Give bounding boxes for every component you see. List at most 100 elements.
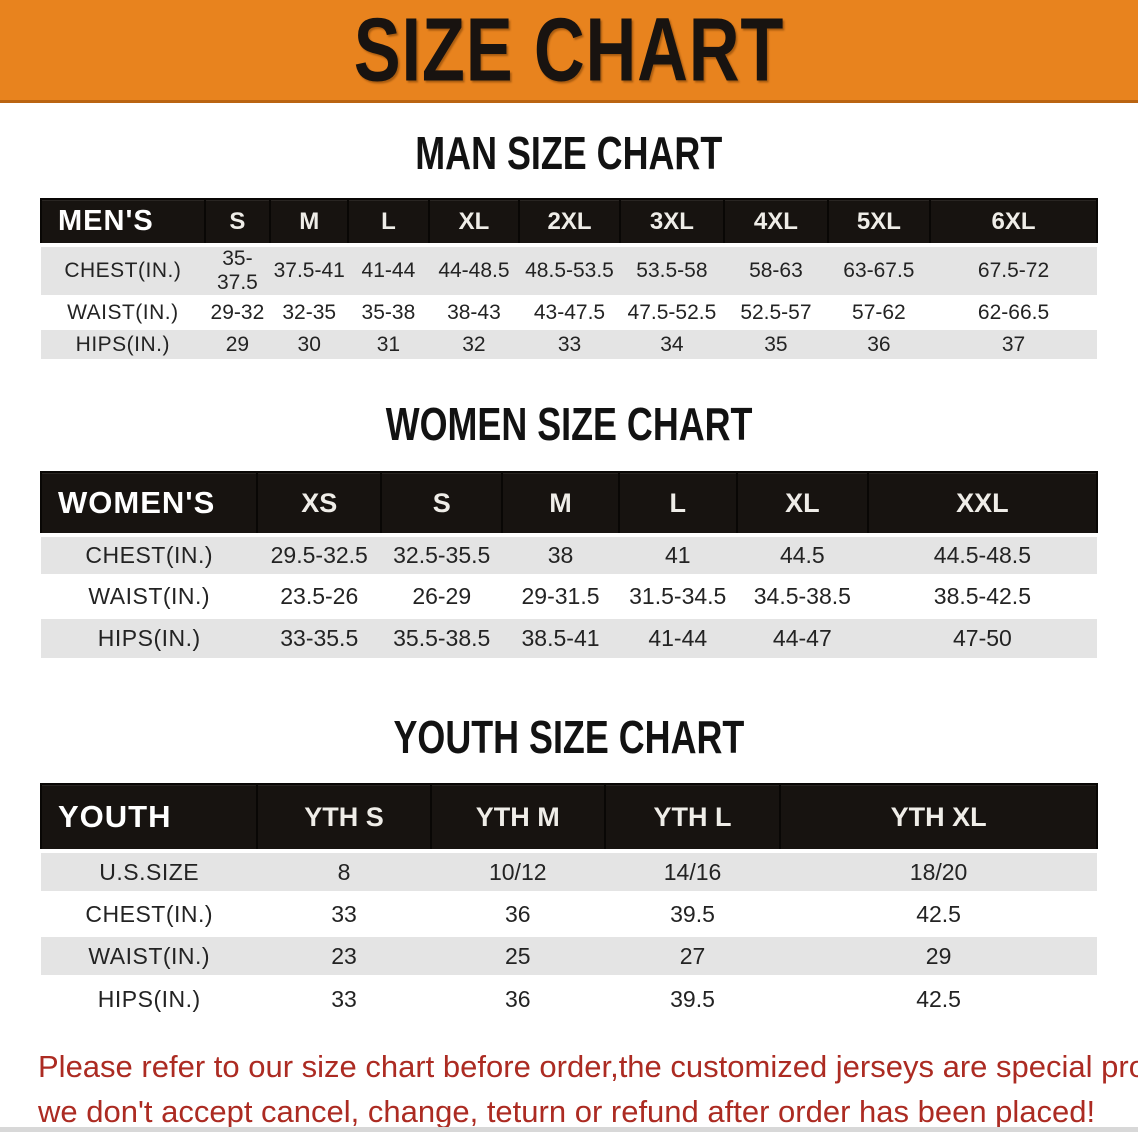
- table-cell: 38: [502, 533, 619, 576]
- mens-size-col: M: [269, 198, 350, 246]
- table-cell: 37: [930, 326, 1097, 359]
- mens-size-table: MEN'S S M L XL 2XL 3XL 4XL 5XL 6XL CHEST…: [40, 198, 1098, 359]
- table-cell: 52.5-57: [724, 295, 828, 328]
- row-label: HIPS(IN.): [41, 326, 205, 359]
- mens-size-col: 2XL: [518, 198, 621, 246]
- womens-size-col: XS: [256, 471, 383, 536]
- table-cell: 25: [430, 933, 605, 977]
- table-cell: 63-67.5: [827, 243, 931, 297]
- table-cell: 47-50: [867, 615, 1097, 658]
- youth-header-label: YOUTH: [39, 783, 259, 852]
- row-label: HIPS(IN.): [41, 615, 258, 658]
- table-cell: 23.5-26: [257, 574, 382, 617]
- table-cell: 8: [257, 849, 431, 893]
- table-cell: 42.5: [780, 891, 1097, 935]
- table-cell: 35-38: [348, 295, 429, 328]
- disclaimer-line-2: we don't accept cancel, change, teturn o…: [38, 1093, 1096, 1129]
- table-cell: 39.5: [604, 975, 781, 1019]
- row-label: WAIST(IN.): [41, 295, 205, 328]
- mens-size-col: 5XL: [826, 198, 932, 246]
- size-chart-banner: SIZE CHART: [0, 0, 1138, 103]
- womens-size-col: XL: [735, 471, 869, 536]
- mens-header-label: MEN'S: [40, 198, 206, 246]
- mens-size-col: 3XL: [618, 198, 726, 246]
- table-cell: 29-32: [204, 295, 271, 328]
- youth-size-col: YTH M: [429, 783, 606, 852]
- table-cell: 34.5-38.5: [736, 574, 868, 617]
- table-cell: 57-62: [827, 295, 931, 328]
- women-section-heading: WOMEN SIZE CHART: [0, 401, 1138, 447]
- table-cell: 36: [430, 891, 605, 935]
- youth-section-heading-text: YOUTH SIZE CHART: [393, 711, 745, 763]
- bottom-edge-strip: [0, 1127, 1138, 1132]
- women-section-heading-text: WOMEN SIZE CHART: [385, 398, 753, 450]
- womens-size-table: WOMEN'S XS S M L XL XXL CHEST(IN.) 29.5-…: [39, 471, 1099, 658]
- womens-size-col: S: [380, 471, 504, 536]
- table-cell: 44.5: [736, 533, 868, 576]
- table-cell: 41-44: [348, 243, 429, 297]
- youth-chest-row: CHEST(IN.) 33 36 39.5 42.5: [41, 891, 1097, 935]
- womens-size-col: M: [501, 471, 620, 536]
- row-label: CHEST(IN.): [41, 533, 258, 576]
- table-cell: 41: [618, 533, 737, 576]
- youth-header-row: YOUTH YTH S YTH M YTH L YTH XL: [39, 783, 1098, 852]
- table-cell: 36: [827, 326, 931, 359]
- table-cell: 38.5-42.5: [867, 574, 1097, 617]
- womens-chest-row: CHEST(IN.) 29.5-32.5 32.5-35.5 38 41 44.…: [41, 533, 1097, 576]
- table-cell: 32-35: [270, 295, 349, 328]
- table-cell: 53.5-58: [619, 243, 725, 297]
- table-cell: 18/20: [780, 849, 1097, 893]
- table-cell: 42.5: [780, 975, 1097, 1019]
- table-cell: 31: [348, 326, 429, 359]
- youth-size-col: YTH S: [256, 783, 432, 852]
- mens-size-col: 4XL: [723, 198, 829, 246]
- table-cell: 36: [430, 975, 605, 1019]
- youth-size-col: YTH L: [603, 783, 782, 852]
- mens-size-col: S: [203, 198, 272, 246]
- table-cell: 29-31.5: [502, 574, 619, 617]
- table-cell: 31.5-34.5: [618, 574, 737, 617]
- table-cell: 14/16: [604, 849, 781, 893]
- table-cell: 29: [204, 326, 271, 359]
- table-cell: 10/12: [430, 849, 605, 893]
- page-title: SIZE CHART: [353, 0, 785, 100]
- table-cell: 35-37.5: [204, 243, 271, 297]
- row-label: HIPS(IN.): [41, 975, 258, 1019]
- table-cell: 47.5-52.5: [619, 295, 725, 328]
- womens-waist-row: WAIST(IN.) 23.5-26 26-29 29-31.5 31.5-34…: [41, 574, 1097, 617]
- womens-header-row: WOMEN'S XS S M L XL XXL: [39, 471, 1099, 536]
- mens-size-col: 6XL: [929, 198, 1098, 246]
- table-cell: 37.5-41: [270, 243, 349, 297]
- table-cell: 44-47: [736, 615, 868, 658]
- man-section-heading: MAN SIZE CHART: [0, 130, 1138, 176]
- mens-size-col: L: [347, 198, 430, 246]
- table-cell: 48.5-53.5: [519, 243, 620, 297]
- youth-hips-row: HIPS(IN.) 33 36 39.5 42.5: [41, 975, 1097, 1019]
- table-cell: 38.5-41: [502, 615, 619, 658]
- youth-ussize-row: U.S.SIZE 8 10/12 14/16 18/20: [41, 849, 1097, 893]
- table-cell: 32: [428, 326, 520, 359]
- womens-hips-row: HIPS(IN.) 33-35.5 35.5-38.5 38.5-41 41-4…: [41, 615, 1097, 658]
- youth-waist-row: WAIST(IN.) 23 25 27 29: [41, 933, 1097, 977]
- mens-size-col: XL: [427, 198, 521, 246]
- row-label: WAIST(IN.): [41, 933, 258, 977]
- disclaimer-line-1: Please refer to our size chart before or…: [38, 1049, 1138, 1084]
- table-cell: 30: [270, 326, 349, 359]
- womens-header-label: WOMEN'S: [39, 471, 259, 536]
- row-label: U.S.SIZE: [41, 849, 258, 893]
- table-cell: 33: [257, 891, 431, 935]
- mens-waist-row: WAIST(IN.) 29-32 32-35 35-38 38-43 43-47…: [41, 295, 1097, 328]
- youth-size-col: YTH XL: [779, 783, 1098, 852]
- table-cell: 29: [780, 933, 1097, 977]
- table-cell: 39.5: [604, 891, 781, 935]
- table-cell: 29.5-32.5: [257, 533, 382, 576]
- row-label: WAIST(IN.): [41, 574, 258, 617]
- table-cell: 33-35.5: [257, 615, 382, 658]
- order-disclaimer: Please refer to our size chart before or…: [38, 1045, 1138, 1132]
- table-cell: 32.5-35.5: [381, 533, 503, 576]
- table-cell: 34: [619, 326, 725, 359]
- table-cell: 58-63: [724, 243, 828, 297]
- man-section-heading-text: MAN SIZE CHART: [415, 127, 723, 179]
- table-cell: 44-48.5: [428, 243, 520, 297]
- table-cell: 43-47.5: [519, 295, 620, 328]
